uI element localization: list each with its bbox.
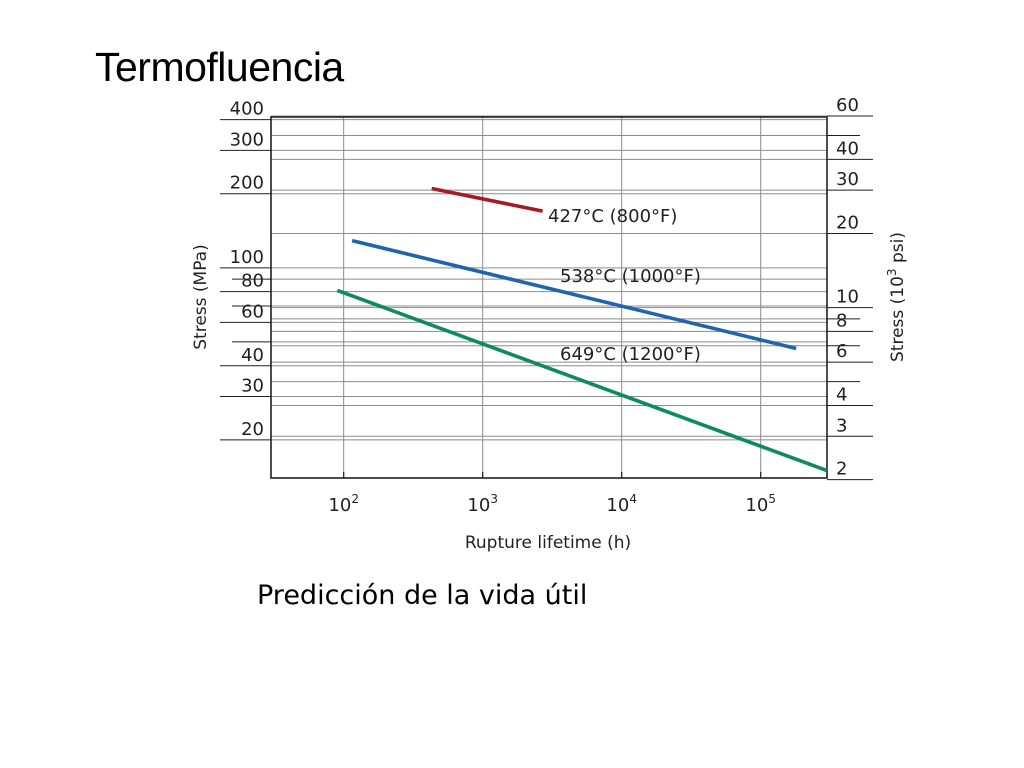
y-tick-label: 60 (241, 301, 264, 322)
y2-tick-label: 10 (836, 287, 859, 308)
grid-lines (271, 115, 827, 478)
y-tick-label: 80 (241, 271, 264, 292)
series-line (351, 238, 797, 351)
y2-tick-label: 8 (836, 310, 847, 331)
y2-tick-label: 30 (836, 169, 859, 190)
y-tick-label: 100 (230, 247, 264, 268)
series-label: 649°C (1200°F) (560, 344, 701, 365)
y2-tick-label: 3 (836, 415, 847, 436)
y-tick-label: 400 (230, 99, 264, 120)
series-line (431, 186, 543, 213)
y-axis-label: Stress (MPa) (191, 244, 211, 350)
series-labels: 427°C (800°F) 538°C (1000°F) 649°C (1200°F… (548, 206, 701, 365)
y-tick-label: 200 (230, 173, 264, 194)
x-tick-label: 104 (606, 492, 637, 516)
y-tick-label: 20 (241, 419, 264, 440)
series-line (336, 288, 828, 473)
y-tick-label: 40 (241, 345, 264, 366)
y2-tick-label: 2 (836, 459, 847, 480)
y-tick-label: 300 (230, 129, 264, 150)
slide-caption: Predicción de la vida útil (257, 580, 588, 611)
series-lines (336, 186, 828, 473)
y2-tick-label: 6 (836, 341, 847, 362)
y2-tick-label: 20 (836, 212, 859, 233)
axis-ticks: 102 103 104 1054003002001008060403020604030… (220, 95, 873, 516)
x-tick-label: 102 (328, 492, 359, 516)
y2-tick-label: 4 (836, 385, 847, 406)
plot-frame (270, 116, 828, 479)
y-tick-label: 30 (241, 376, 264, 397)
series-label: 538°C (1000°F) (560, 266, 701, 287)
y2-tick-label: 60 (836, 95, 859, 116)
x-tick-label: 105 (745, 492, 776, 516)
series-label: 427°C (800°F) (548, 206, 677, 227)
slide-title: Termofluencia (95, 44, 344, 90)
x-tick-label: 103 (467, 492, 498, 516)
x-axis-label: Rupture lifetime (h) (465, 533, 631, 553)
y2-axis-label: Stress (103 psi) (885, 232, 908, 362)
y2-tick-label: 40 (836, 138, 859, 159)
